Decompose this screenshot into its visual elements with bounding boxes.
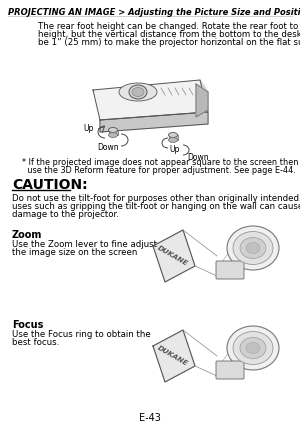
Ellipse shape: [246, 343, 260, 354]
Text: Down: Down: [187, 153, 209, 162]
Ellipse shape: [129, 85, 147, 99]
Ellipse shape: [233, 332, 273, 365]
Polygon shape: [93, 80, 208, 120]
Text: Do not use the tilt-foot for purposes other than originally intended. Mis-: Do not use the tilt-foot for purposes ot…: [12, 194, 300, 203]
Text: Use the Focus ring to obtain the: Use the Focus ring to obtain the: [12, 330, 151, 339]
Text: be 1” (25 mm) to make the projector horizontal on the flat surface.: be 1” (25 mm) to make the projector hori…: [38, 38, 300, 47]
Text: DUKANE: DUKANE: [157, 345, 189, 367]
Polygon shape: [196, 84, 208, 117]
Text: height, but the vertical distance from the bottom to the desk or floor should: height, but the vertical distance from t…: [38, 30, 300, 39]
Text: best focus.: best focus.: [12, 338, 59, 347]
Ellipse shape: [109, 128, 118, 133]
Ellipse shape: [233, 232, 273, 264]
Text: DUKANE: DUKANE: [157, 245, 189, 267]
FancyBboxPatch shape: [216, 361, 244, 379]
Text: E-43: E-43: [139, 413, 161, 423]
Text: Focus: Focus: [12, 320, 43, 330]
FancyBboxPatch shape: [169, 135, 178, 140]
Polygon shape: [100, 112, 208, 132]
Ellipse shape: [132, 88, 144, 96]
Text: Use the Zoom lever to fine adjust: Use the Zoom lever to fine adjust: [12, 240, 157, 249]
Text: The rear foot height can be changed. Rotate the rear foot to the desired: The rear foot height can be changed. Rot…: [38, 22, 300, 31]
Ellipse shape: [109, 133, 118, 138]
Ellipse shape: [246, 243, 260, 253]
Polygon shape: [200, 80, 208, 124]
Text: the image size on the screen: the image size on the screen: [12, 248, 137, 257]
Ellipse shape: [169, 133, 178, 138]
Text: uses such as gripping the tilt-foot or hanging on the wall can cause: uses such as gripping the tilt-foot or h…: [12, 202, 300, 211]
Ellipse shape: [169, 138, 178, 142]
Text: Up: Up: [84, 124, 94, 133]
Text: Up: Up: [170, 145, 180, 155]
Text: * If the projected image does not appear square to the screen then: * If the projected image does not appear…: [22, 158, 298, 167]
Ellipse shape: [240, 238, 266, 258]
Polygon shape: [153, 230, 195, 282]
Ellipse shape: [227, 226, 279, 270]
Text: Zoom: Zoom: [12, 230, 42, 240]
Ellipse shape: [119, 83, 157, 101]
Text: PROJECTING AN IMAGE > Adjusting the Picture Size and Position: PROJECTING AN IMAGE > Adjusting the Pict…: [8, 8, 300, 17]
Text: use the 3D Reform feature for proper adjustment. See page E-44.: use the 3D Reform feature for proper adj…: [22, 166, 296, 175]
FancyBboxPatch shape: [216, 261, 244, 279]
Polygon shape: [153, 330, 195, 382]
FancyBboxPatch shape: [109, 130, 118, 135]
Ellipse shape: [240, 337, 266, 359]
Text: CAUTION:: CAUTION:: [12, 178, 88, 192]
Text: damage to the projector.: damage to the projector.: [12, 210, 119, 219]
Ellipse shape: [227, 326, 279, 370]
Text: Down: Down: [97, 144, 119, 153]
